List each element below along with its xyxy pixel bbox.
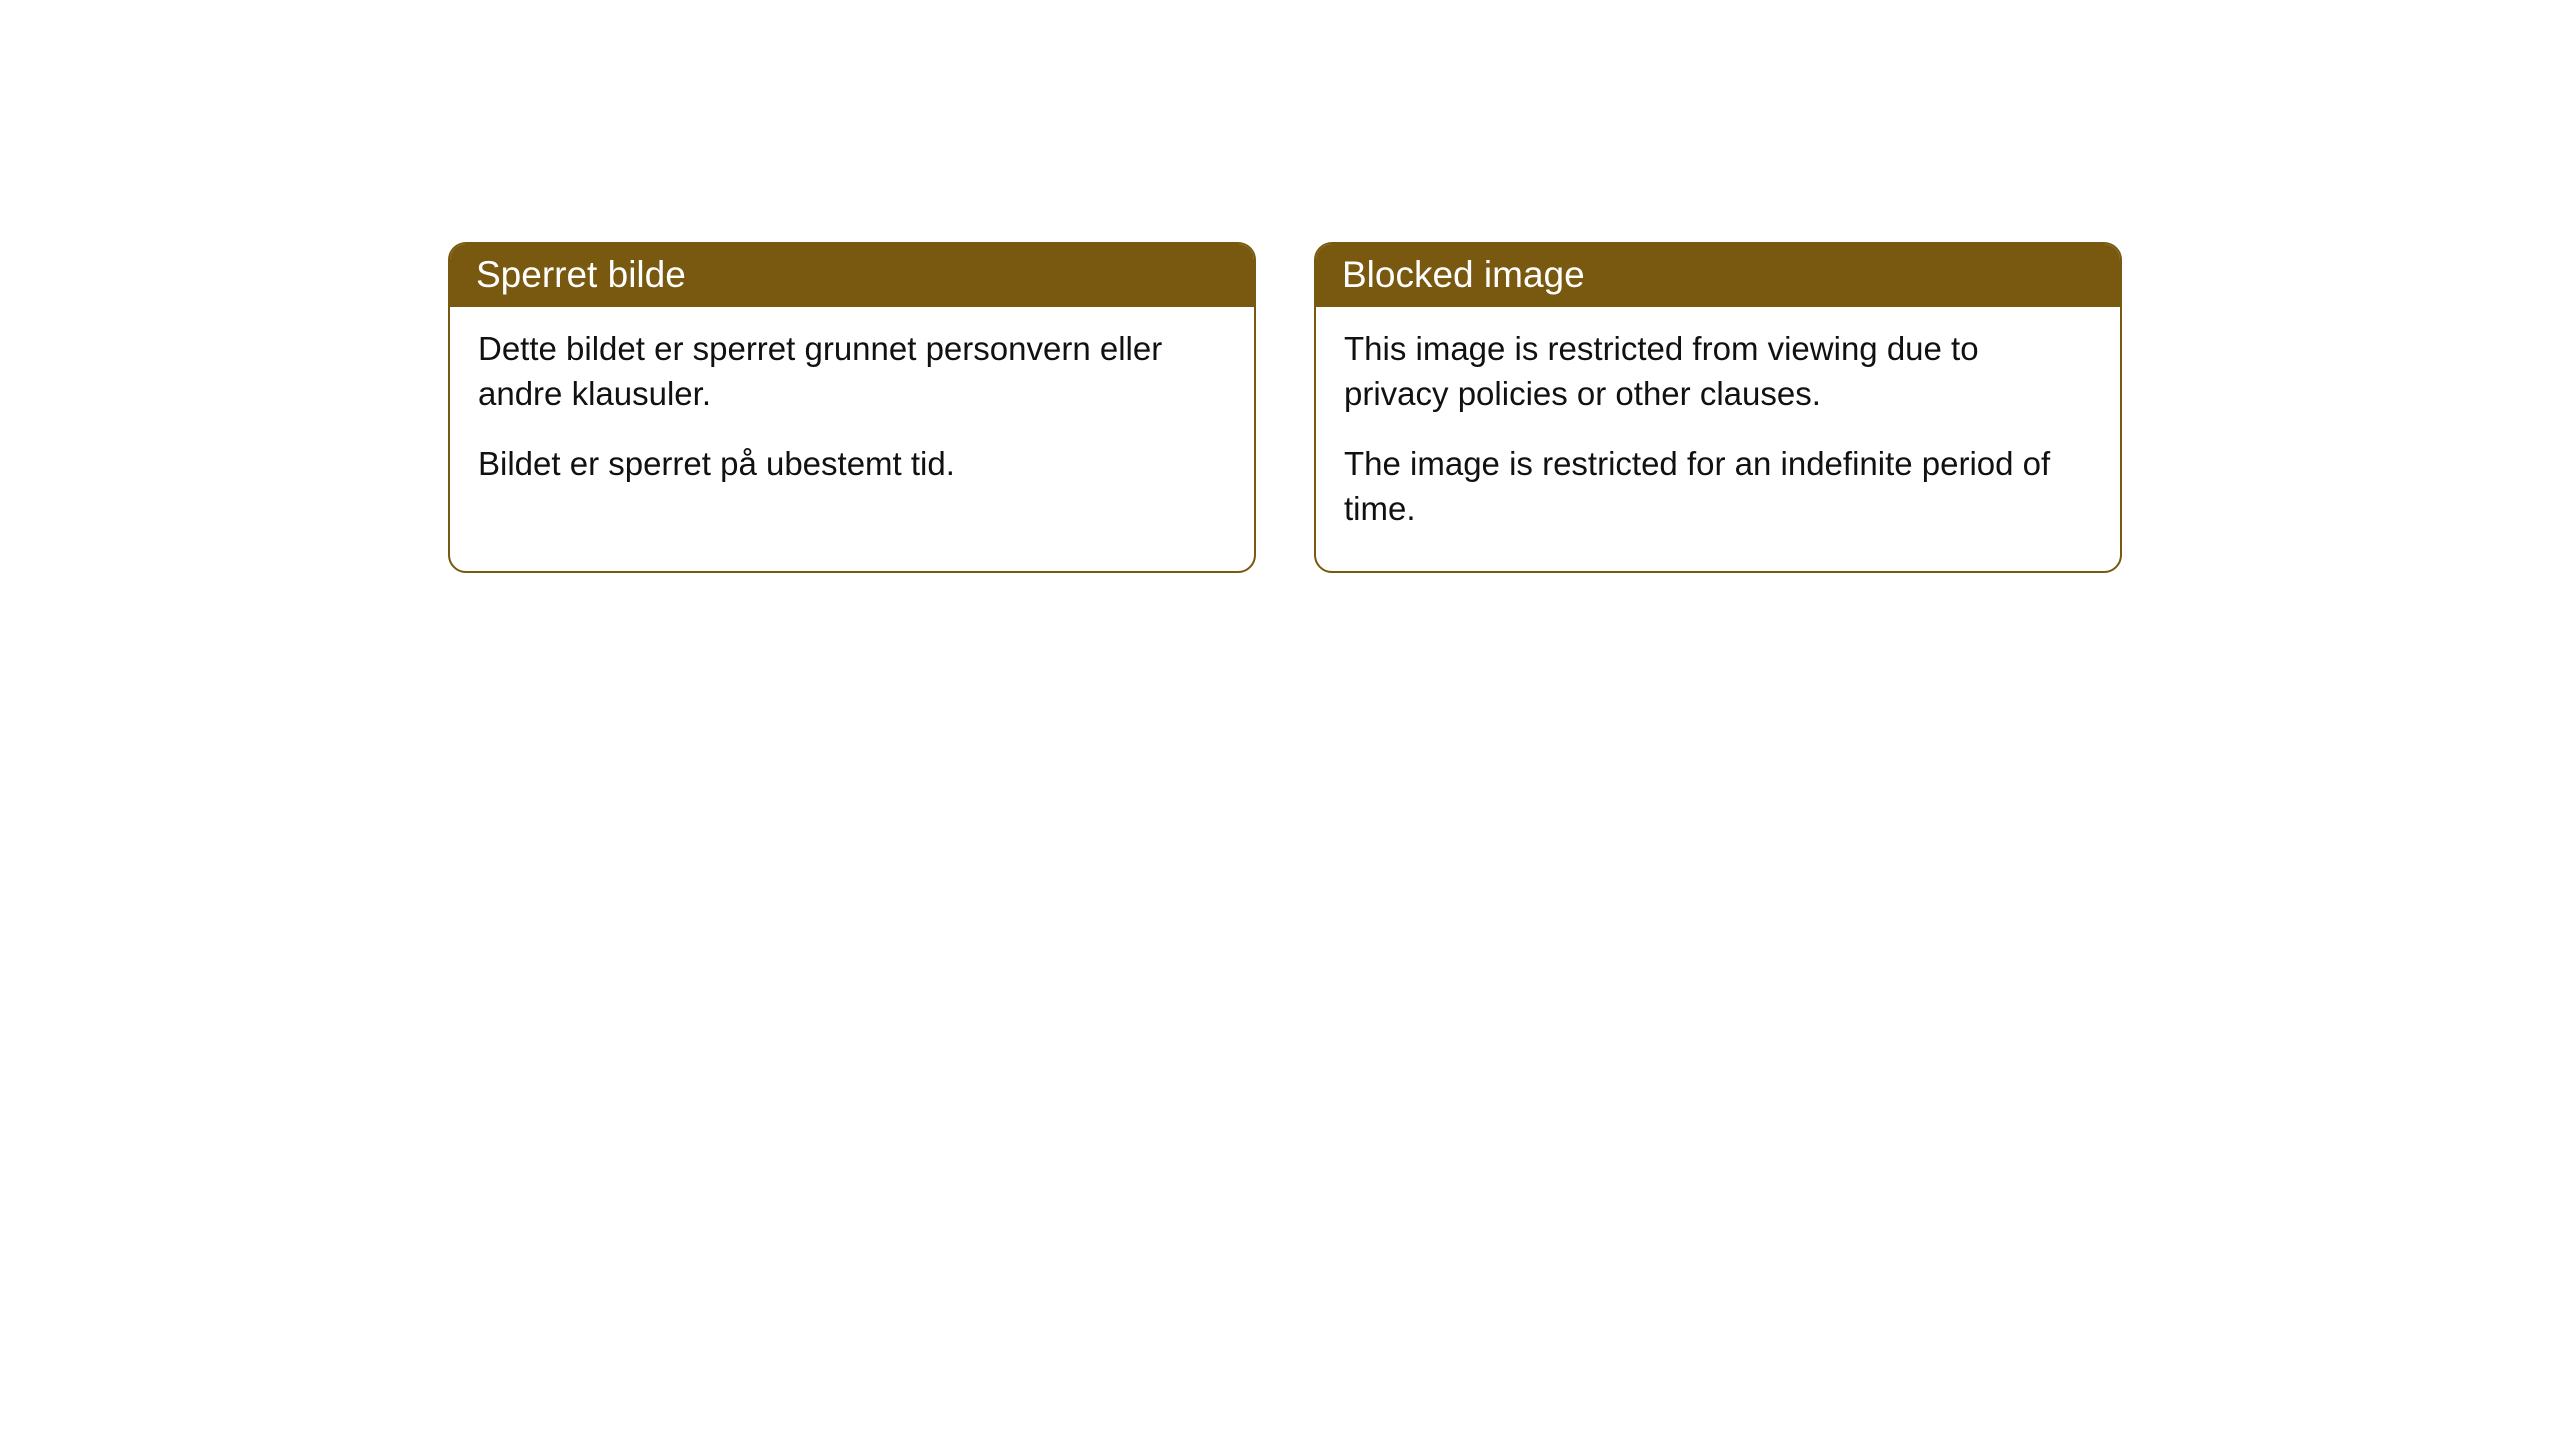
card-body: This image is restricted from viewing du… bbox=[1316, 307, 2120, 571]
blocked-image-card-norwegian: Sperret bilde Dette bildet er sperret gr… bbox=[448, 242, 1256, 573]
card-paragraph: This image is restricted from viewing du… bbox=[1344, 327, 2092, 416]
card-paragraph: Dette bildet er sperret grunnet personve… bbox=[478, 327, 1226, 416]
card-header: Sperret bilde bbox=[450, 244, 1254, 307]
card-title: Sperret bilde bbox=[476, 254, 686, 295]
card-paragraph: Bildet er sperret på ubestemt tid. bbox=[478, 442, 1226, 487]
card-body: Dette bildet er sperret grunnet personve… bbox=[450, 307, 1254, 527]
card-title: Blocked image bbox=[1342, 254, 1585, 295]
notice-cards-container: Sperret bilde Dette bildet er sperret gr… bbox=[448, 242, 2122, 573]
card-header: Blocked image bbox=[1316, 244, 2120, 307]
card-paragraph: The image is restricted for an indefinit… bbox=[1344, 442, 2092, 531]
blocked-image-card-english: Blocked image This image is restricted f… bbox=[1314, 242, 2122, 573]
